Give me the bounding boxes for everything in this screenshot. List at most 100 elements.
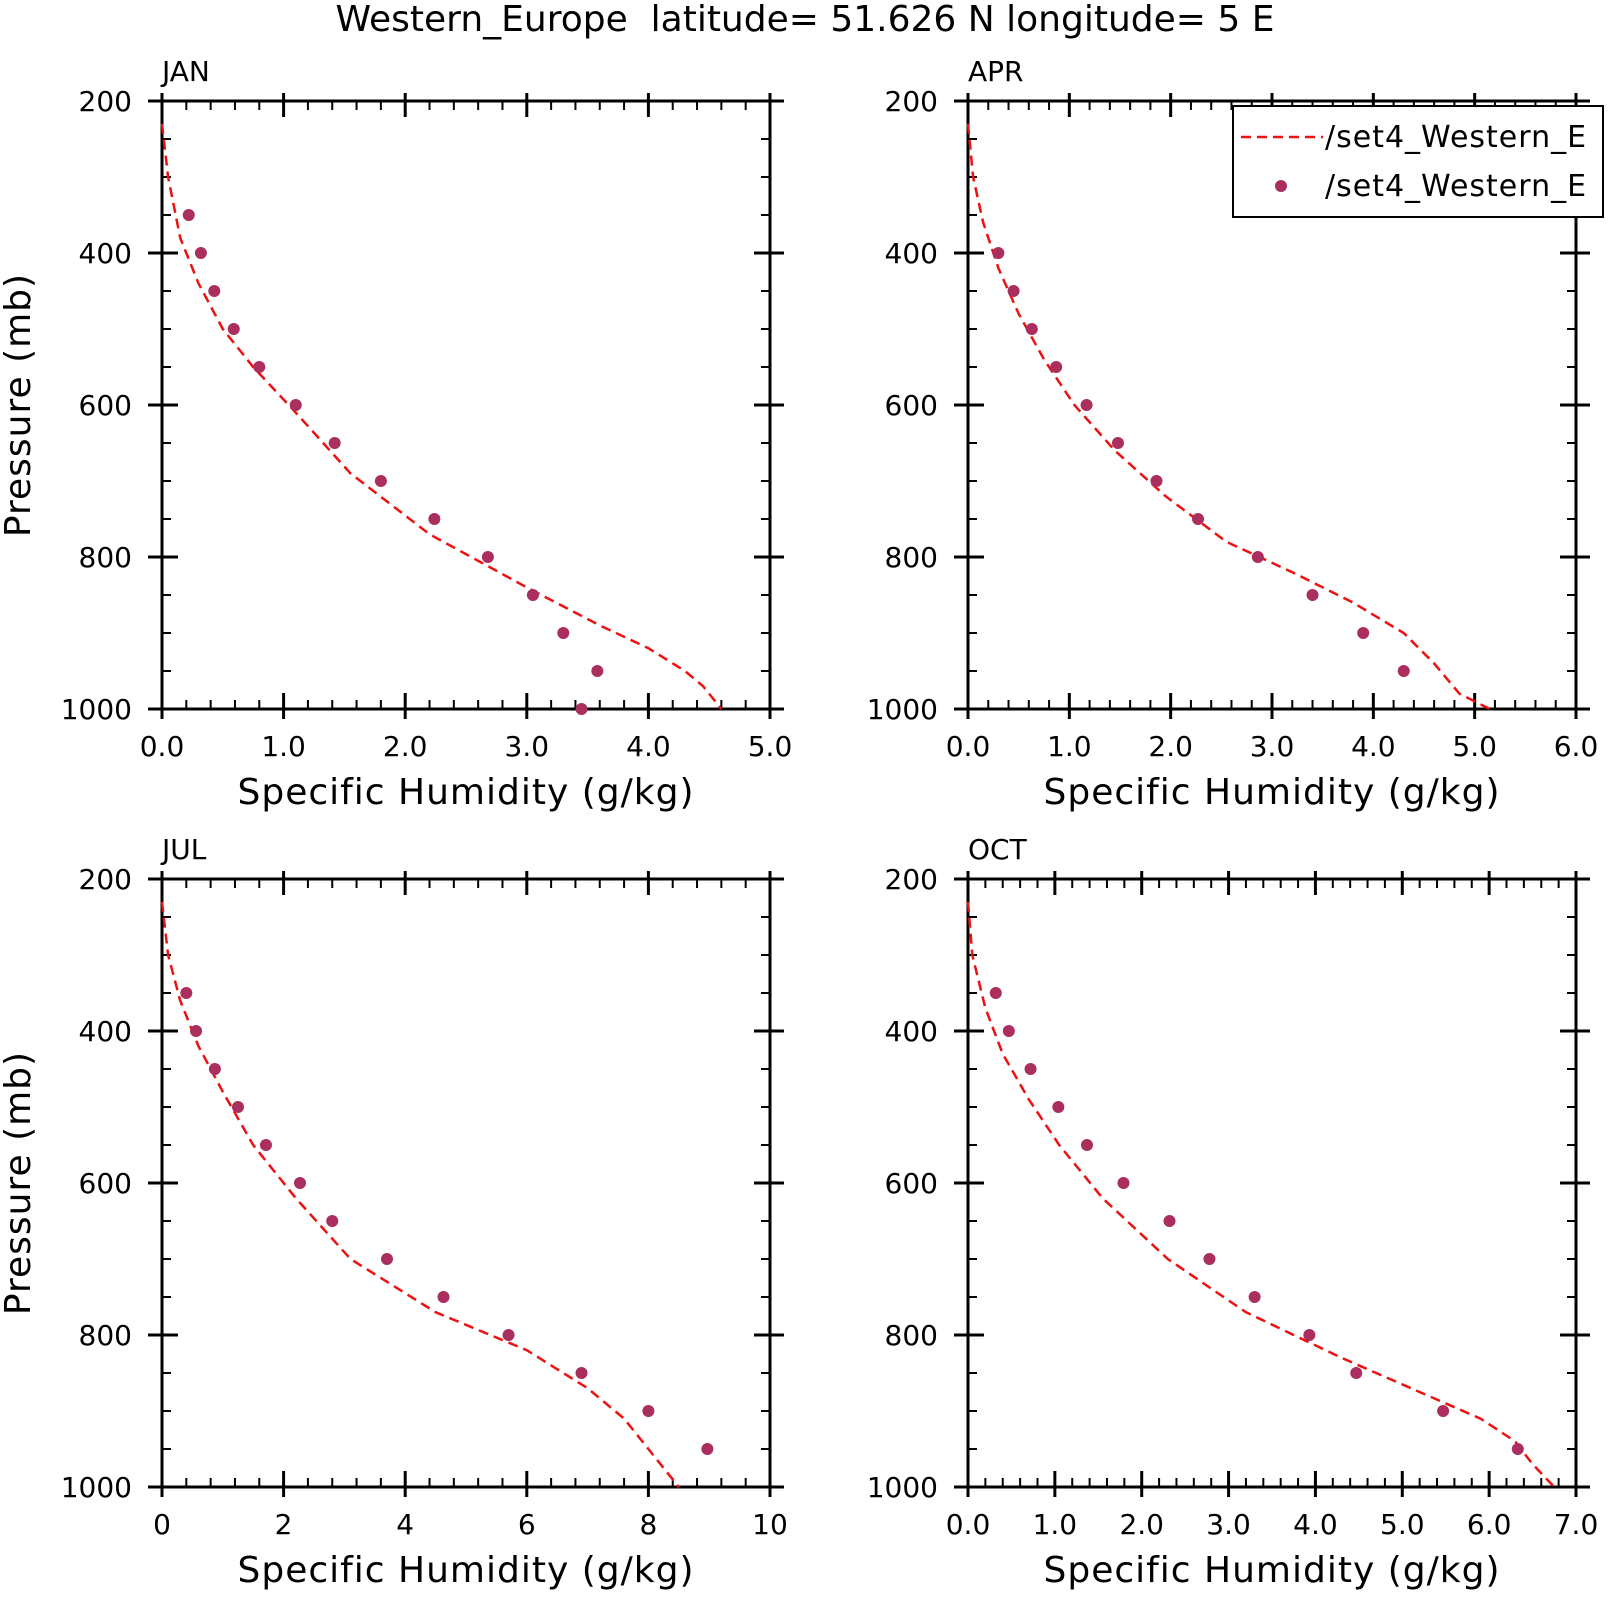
observation-point — [642, 1405, 655, 1417]
y-tick-label: 600 — [885, 389, 938, 422]
observation-point — [1080, 399, 1093, 411]
y-tick-label: 1000 — [61, 693, 132, 726]
chart-panel-jan: 0.0 1.0 2.0 3.0 4.0 5.0 200 400 600 800 1000 JAN Spe… — [0, 55, 792, 813]
observation-point — [437, 1291, 450, 1303]
x-tick-label: 5.0 — [748, 730, 793, 763]
observation-point — [1248, 1291, 1261, 1303]
observation-point — [1052, 1101, 1065, 1113]
x-tick-label: 2.0 — [1119, 1508, 1164, 1541]
observation-point — [1350, 1367, 1363, 1379]
observation-point — [557, 627, 570, 639]
x-axis-label: Specific Humidity (g/kg) — [237, 772, 694, 813]
y-axis-label: Pressure (mb) — [0, 1051, 39, 1315]
observation-point — [1050, 361, 1063, 373]
observation-point — [1111, 437, 1124, 449]
observation-point — [992, 247, 1005, 259]
y-tick-label: 200 — [885, 85, 938, 118]
legend: /set4_Western_E/set4_Western_E — [1232, 105, 1604, 218]
observation-point — [194, 247, 207, 259]
observation-point — [526, 589, 539, 601]
y-tick-label: 1000 — [867, 693, 938, 726]
panel-label: JUL — [160, 833, 207, 866]
y-tick-label: 800 — [885, 541, 938, 574]
y-tick-label: 400 — [79, 1015, 132, 1048]
x-tick-label: 0.0 — [946, 1508, 991, 1541]
x-tick-label: 5.0 — [1380, 1508, 1425, 1541]
legend-box — [1232, 105, 1604, 218]
y-axis-label: Pressure (mb) — [0, 273, 39, 537]
x-tick-label: 0.0 — [946, 730, 991, 763]
observation-point — [1002, 1025, 1015, 1037]
y-tick-label: 800 — [79, 541, 132, 574]
x-tick-label: 1.0 — [261, 730, 306, 763]
y-tick-label: 400 — [885, 1015, 938, 1048]
observation-point — [428, 513, 441, 525]
panel-label: JAN — [160, 55, 210, 88]
y-tick-label: 400 — [79, 237, 132, 270]
model-profile-line — [966, 901, 1556, 1488]
observation-point — [380, 1253, 393, 1265]
x-tick-label: 4.0 — [1293, 1508, 1338, 1541]
x-tick-label: 7.0 — [1554, 1508, 1599, 1541]
x-tick-label: 1.0 — [1033, 1508, 1078, 1541]
observation-point — [1163, 1215, 1176, 1227]
observation-point — [289, 399, 302, 411]
y-tick-label: 200 — [79, 863, 132, 896]
y-tick-label: 400 — [885, 237, 938, 270]
y-tick-label: 800 — [79, 1319, 132, 1352]
legend-label-model: /set4_Western_E — [1325, 120, 1587, 155]
observation-point — [374, 475, 387, 487]
observation-point — [190, 1025, 203, 1037]
observation-point — [1303, 1329, 1316, 1341]
observation-point — [1007, 285, 1020, 297]
observation-point — [208, 285, 221, 297]
plot-frame — [160, 877, 772, 1489]
observation-point — [1024, 1063, 1037, 1075]
x-tick-label: 6 — [518, 1508, 536, 1541]
observation-point — [1397, 665, 1410, 677]
panel-label: OCT — [968, 833, 1028, 866]
observation-point — [481, 551, 494, 563]
y-tick-label: 800 — [885, 1319, 938, 1352]
page-title: Western_Europe latitude= 51.626 N longit… — [335, 0, 1275, 40]
x-tick-label: 3.0 — [1206, 1508, 1251, 1541]
x-tick-label: 2 — [275, 1508, 293, 1541]
observation-point — [208, 1063, 221, 1075]
panel-label: APR — [968, 55, 1024, 88]
observation-point — [232, 1101, 244, 1113]
x-tick-label: 4.0 — [1351, 730, 1396, 763]
plot-frame — [966, 877, 1578, 1489]
chart-panel-oct: 0.0 1.0 2.0 3.0 4.0 5.0 6.0 7.0 200 400 600 800 1000… — [867, 833, 1599, 1591]
x-tick-label: 0.0 — [140, 730, 185, 763]
observation-point — [326, 1215, 339, 1227]
observation-point — [294, 1177, 307, 1189]
observation-point — [502, 1329, 515, 1341]
x-tick-label: 8 — [639, 1508, 657, 1541]
y-tick-label: 600 — [885, 1167, 938, 1200]
observation-point — [575, 1367, 588, 1379]
observation-point — [253, 361, 266, 373]
observation-point — [1357, 627, 1370, 639]
x-tick-label: 5.0 — [1452, 730, 1497, 763]
observation-point — [1117, 1177, 1130, 1189]
observation-point — [1437, 1405, 1450, 1417]
chart-panel-jul: 0 2 4 6 8 10 200 400 600 800 1000 JUL Specific Humid… — [0, 833, 788, 1591]
x-tick-label: 6.0 — [1554, 730, 1599, 763]
observation-point — [1192, 513, 1205, 525]
y-tick-label: 600 — [79, 1167, 132, 1200]
x-axis-label: Specific Humidity (g/kg) — [237, 1550, 694, 1591]
legend-marker-swatch — [1275, 180, 1287, 192]
x-tick-label: 2.0 — [1148, 730, 1193, 763]
model-profile-line — [966, 123, 1491, 711]
x-tick-label: 10 — [752, 1508, 788, 1541]
observation-point — [182, 209, 195, 221]
observation-point — [1025, 323, 1038, 335]
y-tick-label: 600 — [79, 389, 132, 422]
x-tick-label: 1.0 — [1047, 730, 1092, 763]
x-tick-label: 2.0 — [383, 730, 428, 763]
observation-point — [1511, 1443, 1524, 1455]
x-axis-label: Specific Humidity (g/kg) — [1043, 1550, 1500, 1591]
chart-panel-apr: 0.0 1.0 2.0 3.0 4.0 5.0 6.0 200 400 600 800 1000 APR… — [867, 55, 1599, 813]
x-tick-label: 4.0 — [626, 730, 671, 763]
